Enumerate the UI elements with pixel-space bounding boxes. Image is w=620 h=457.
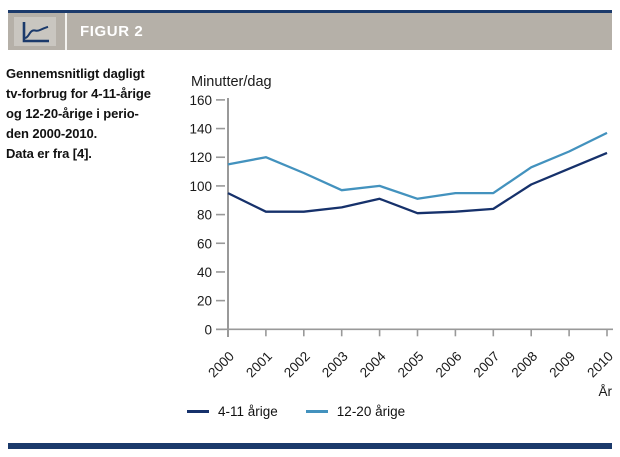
x-tick-label: 2001 [243,349,275,381]
y-tick-label: 80 [197,208,212,223]
y-axis-title: Minutter/dag [191,74,272,90]
x-axis-title: År [599,384,613,399]
line-chart-icon [14,17,56,46]
y-tick-label: 60 [197,236,212,251]
y-tick-label: 120 [189,150,212,165]
y-tick-label: 140 [189,122,212,137]
y-tick-label: 100 [189,179,212,194]
x-tick-label: 2009 [546,349,578,381]
y-tick-label: 0 [204,322,212,337]
legend-label: 4-11 årige [218,404,278,419]
y-tick-label: 40 [197,265,212,280]
caption-line: og 12-20-årige i perio- [6,106,139,121]
top-rule [8,10,612,13]
x-tick-label: 2008 [508,349,540,381]
legend-label: 12-20 årige [336,404,406,419]
caption-line: Data er fra [4]. [6,146,92,161]
x-tick-label: 2004 [357,348,389,380]
legend-item-1: 12-20 årige [305,404,406,419]
chart-legend: 4-11 årige 12-20 årige [187,404,405,419]
y-tick-label: 160 [189,93,212,108]
figure-header: FIGUR 2 [8,13,612,50]
legend-dash-icon [187,410,209,413]
figure-caption: Gennemsnitligt dagligt tv-forbrug for 4-… [6,64,186,164]
caption-line: Gennemsnitligt dagligt [6,66,145,81]
x-tick-label: 2006 [433,349,465,381]
x-tick-label: 2007 [471,349,503,381]
figure-label: FIGUR 2 [80,23,144,40]
x-tick-label: 2002 [281,349,313,381]
x-tick-label: 2005 [395,349,427,381]
header-separator [65,13,67,50]
y-tick-label: 20 [197,294,212,309]
caption-line: den 2000-2010. [6,126,98,141]
x-tick-label: 2010 [584,349,616,381]
legend-item-0: 4-11 årige [187,404,278,419]
series-line-0 [227,151,608,215]
legend-dash-icon [305,410,328,413]
caption-line: tv-forbrug for 4-11-årige [6,86,151,101]
x-tick-label: 2000 [205,349,237,381]
bottom-rule [8,443,612,449]
x-tick-label: 2003 [319,349,351,381]
series-line-1 [227,131,608,200]
